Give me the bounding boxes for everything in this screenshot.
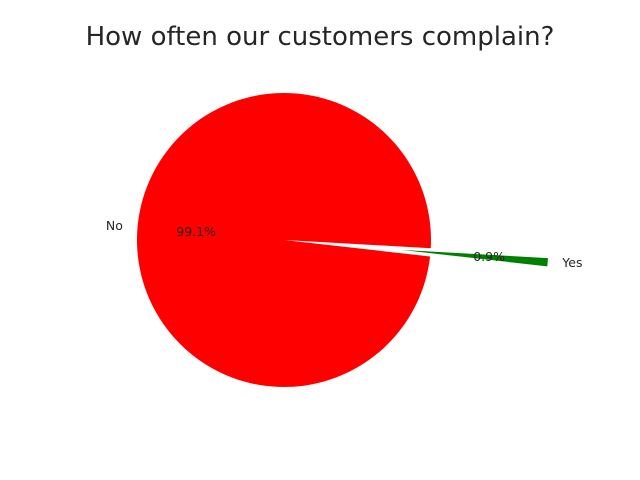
pie-slice-yes: [401, 249, 548, 267]
chart-title: How often our customers complain?: [85, 22, 555, 52]
pie-slice-no: [136, 93, 432, 388]
slice-label-yes: Yes: [561, 255, 582, 270]
pie-labels: No 99.1% Yes 0.9%: [106, 218, 583, 270]
slice-pct-yes: 0.9%: [473, 249, 505, 264]
slice-pct-no: 99.1%: [176, 224, 216, 239]
pie-slices: [136, 93, 548, 388]
slice-label-no: No: [106, 218, 123, 233]
